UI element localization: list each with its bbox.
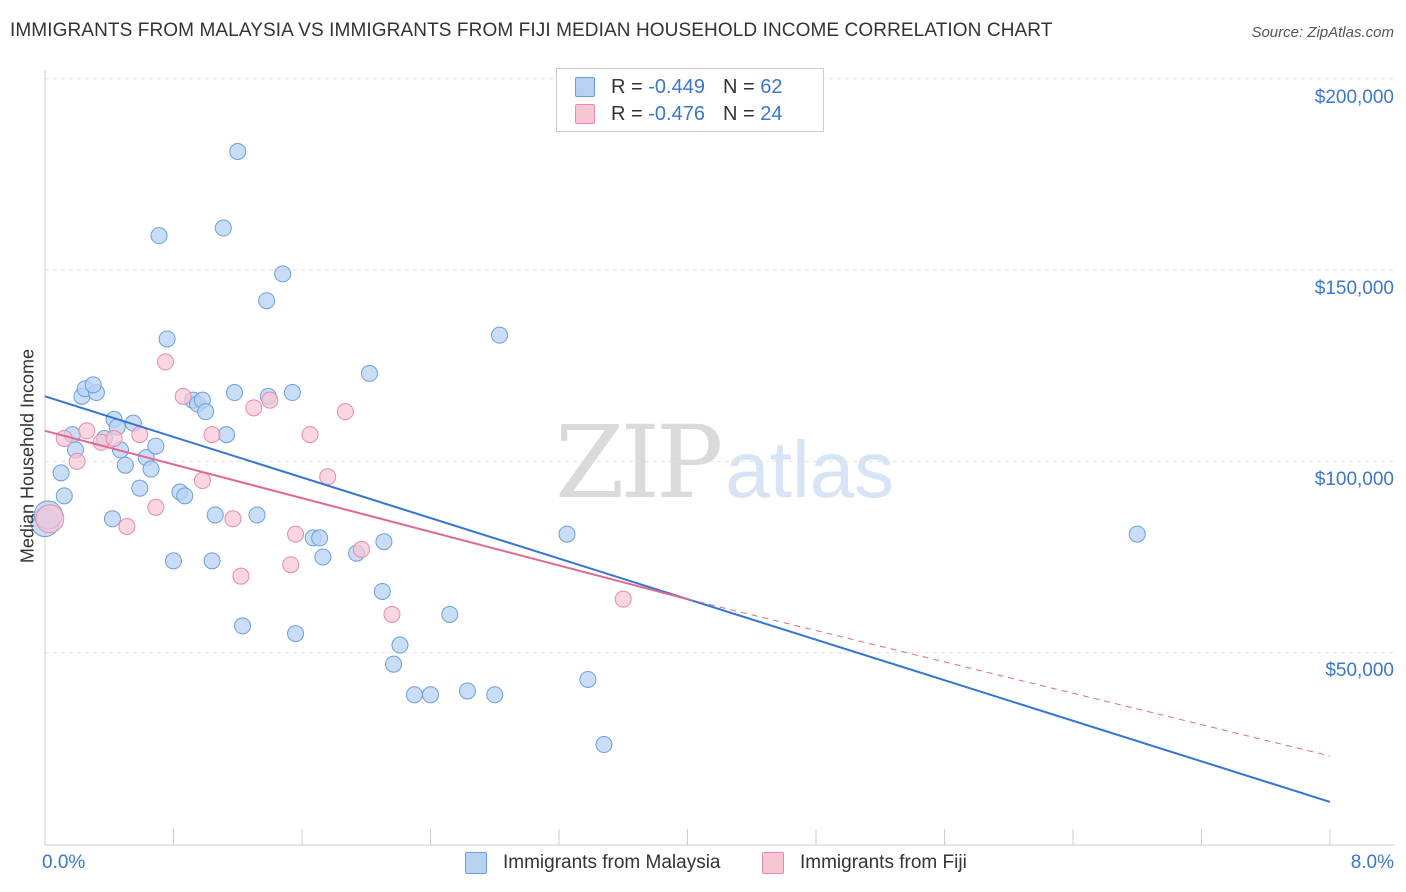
fiji-point <box>319 468 337 486</box>
malaysia-point <box>158 330 176 348</box>
malaysia-point <box>486 686 504 704</box>
fiji-trend-line <box>44 429 688 601</box>
malaysia-point <box>84 376 102 394</box>
malaysia-point <box>375 533 393 551</box>
malaysia-point <box>314 548 332 566</box>
fiji-r-value: -0.476 <box>648 102 705 125</box>
malaysia-point <box>391 636 409 654</box>
fiji-n-value: 24 <box>760 102 783 125</box>
series-legend-malaysia: Immigrants from Malaysia <box>465 852 721 874</box>
y-tick-label-150000: $150,000 <box>1314 278 1394 299</box>
fiji-point <box>78 422 96 440</box>
malaysia-swatch <box>575 77 595 97</box>
fiji-point <box>232 567 250 585</box>
fiji-point <box>282 556 300 574</box>
fiji-point <box>383 605 401 623</box>
fiji-point <box>224 510 242 528</box>
series-legend-fiji: Immigrants from Fiji <box>762 852 967 874</box>
malaysia-point <box>176 487 194 505</box>
malaysia-point <box>491 326 509 344</box>
y-tick-label-200000: $200,000 <box>1314 87 1394 108</box>
x-tick-label-min: 0.0% <box>42 852 86 873</box>
malaysia-point <box>226 384 244 402</box>
malaysia-point <box>441 605 459 623</box>
y-tick-label-50000: $50,000 <box>1325 660 1394 681</box>
correlation-legend: R = -0.449 N = 62 R = -0.476 N = 24 <box>556 68 824 132</box>
malaysia-point <box>203 552 221 570</box>
fiji-point <box>301 426 319 444</box>
fiji-point <box>105 429 123 447</box>
legend-row-malaysia: R = -0.449 N = 62 <box>575 75 782 99</box>
malaysia-point <box>234 617 252 635</box>
malaysia-n-value: 62 <box>760 75 783 98</box>
malaysia-point <box>595 736 613 754</box>
fiji-point <box>614 590 632 608</box>
malaysia-point <box>422 686 439 704</box>
fiji-point <box>203 426 221 444</box>
watermark-zip: ZIP <box>555 404 723 521</box>
fiji-point <box>156 353 174 371</box>
malaysia-point <box>458 682 476 700</box>
malaysia-point <box>214 219 232 237</box>
malaysia-point <box>283 384 301 402</box>
fiji-trend-line-extension <box>687 598 1331 757</box>
malaysia-point <box>55 487 73 505</box>
malaysia-point <box>206 506 224 524</box>
malaysia-legend-label: Immigrants from Malaysia <box>503 852 721 873</box>
malaysia-point <box>147 437 165 455</box>
malaysia-point <box>218 426 236 444</box>
legend-n-label: N = <box>722 75 755 98</box>
malaysia-point <box>579 670 597 688</box>
fiji-point <box>336 403 354 421</box>
fiji-point <box>193 472 211 490</box>
legend-r-label: R = <box>611 102 643 125</box>
malaysia-point <box>373 582 391 600</box>
malaysia-legend-swatch <box>465 852 487 874</box>
malaysia-point <box>558 525 576 543</box>
y-tick-label-100000: $100,000 <box>1314 469 1394 490</box>
source-label: Source: ZipAtlas.com <box>1251 24 1394 41</box>
malaysia-point <box>229 142 247 160</box>
fiji-point <box>174 387 192 405</box>
malaysia-point <box>52 464 70 482</box>
chart-title: IMMIGRANTS FROM MALAYSIA VS IMMIGRANTS F… <box>10 20 1053 41</box>
malaysia-point <box>116 456 134 474</box>
malaysia-point <box>274 265 292 283</box>
fiji-point <box>287 525 305 543</box>
malaysia-point <box>258 292 276 310</box>
malaysia-point <box>385 655 403 673</box>
fiji-point <box>68 452 86 470</box>
malaysia-point <box>360 364 378 382</box>
fiji-legend-swatch <box>762 852 784 874</box>
malaysia-point <box>142 460 160 478</box>
y-axis-label: Median Household Income <box>17 348 38 564</box>
legend-r-label: R = <box>611 75 643 98</box>
fiji-point <box>55 429 73 447</box>
malaysia-point <box>248 506 266 524</box>
fiji-point <box>261 391 279 409</box>
malaysia-point <box>150 227 168 245</box>
fiji-point <box>35 504 65 534</box>
malaysia-point <box>103 510 121 528</box>
x-tick-label-max: 8.0% <box>1350 852 1394 873</box>
malaysia-r-value: -0.449 <box>648 75 705 98</box>
fiji-legend-label: Immigrants from Fiji <box>800 852 967 873</box>
fiji-point <box>147 498 165 516</box>
watermark-atlas: atlas <box>725 425 895 514</box>
legend-row-fiji: R = -0.476 N = 24 <box>575 102 782 126</box>
fiji-point <box>118 517 136 535</box>
malaysia-point <box>311 529 329 547</box>
legend-n-label: N = <box>722 102 755 125</box>
watermark: ZIPatlas <box>555 404 894 521</box>
fiji-point <box>245 399 263 417</box>
malaysia-point <box>131 479 149 497</box>
fiji-point <box>352 540 370 558</box>
malaysia-point <box>405 686 423 704</box>
fiji-swatch <box>575 104 595 124</box>
malaysia-point <box>1128 525 1146 543</box>
malaysia-point <box>197 403 215 421</box>
malaysia-point <box>287 625 305 643</box>
malaysia-point <box>165 552 182 570</box>
